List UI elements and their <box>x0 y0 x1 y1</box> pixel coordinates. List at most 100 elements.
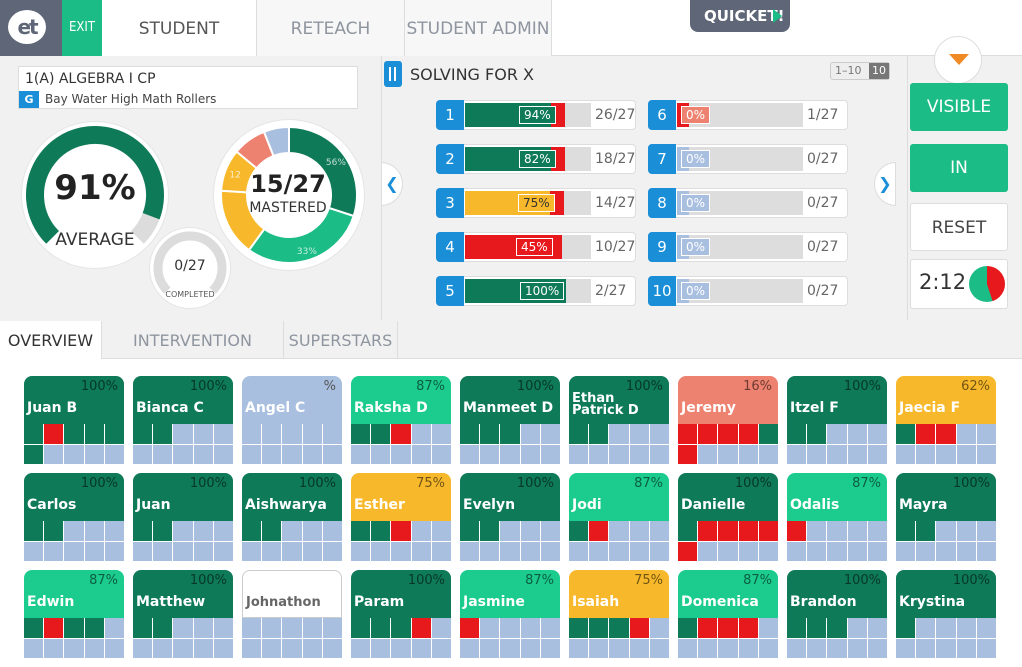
student-card[interactable]: 100% Juan B <box>24 376 124 464</box>
question-row[interactable]: 10 0% 0/27 <box>648 276 848 306</box>
student-card[interactable]: 16% Jeremy <box>678 376 778 464</box>
answer-cell <box>302 541 322 561</box>
student-card-header: 87% Raksha D <box>351 376 451 424</box>
answer-cell <box>242 521 262 541</box>
answer-cell <box>896 638 916 658</box>
question-row[interactable]: 5 100% 2/27 <box>436 276 636 306</box>
answer-cell <box>242 638 262 658</box>
student-percent: 100% <box>843 573 881 588</box>
quicket-button[interactable]: QUICKET! <box>690 0 790 32</box>
reset-button[interactable]: RESET <box>910 203 1008 251</box>
app-logo[interactable]: et <box>0 0 64 56</box>
question-row[interactable]: 3 75% 14/27 <box>436 188 636 218</box>
question-percent-tag: 0% <box>681 106 711 124</box>
student-percent: % <box>323 379 336 394</box>
visible-button[interactable]: VISIBLE <box>910 83 1008 131</box>
answer-cell <box>678 444 698 464</box>
answer-cell <box>262 541 282 561</box>
student-card[interactable]: 100% Aishwarya <box>242 473 342 561</box>
in-progress-button[interactable]: IN PROGRESS <box>910 144 1008 226</box>
group-name: Bay Water High Math Rollers <box>45 92 217 106</box>
answer-cell <box>262 638 282 658</box>
student-name: Raksha D <box>354 400 428 416</box>
student-card[interactable]: 100% Bianca C <box>133 376 233 464</box>
mastered-donut-chart: 56% 33% 12 <box>220 125 358 264</box>
answer-cell <box>569 541 589 561</box>
answer-cell <box>391 521 411 541</box>
question-row[interactable]: 2 82% 18/27 <box>436 144 636 174</box>
answer-cell <box>371 618 391 638</box>
answer-cell <box>698 618 718 638</box>
answer-cell <box>976 521 996 541</box>
student-percent: 100% <box>189 476 227 491</box>
answer-cell <box>391 638 411 658</box>
student-card[interactable]: 100% Ethan Patrick D <box>569 376 669 464</box>
exit-button[interactable]: EXIT <box>62 0 102 56</box>
tab-student-response[interactable]: STUDENT RESPONSE <box>102 0 256 97</box>
answer-cell <box>411 541 431 561</box>
student-card[interactable]: 87% Raksha D <box>351 376 451 464</box>
student-card[interactable]: 100% Mayra <box>896 473 996 561</box>
answer-cell <box>133 541 153 561</box>
next-page-button[interactable]: ❯ <box>874 162 896 206</box>
student-card[interactable]: 100% Danielle <box>678 473 778 561</box>
answer-cell <box>867 638 887 658</box>
answer-cell <box>153 618 173 638</box>
student-percent: 62% <box>961 379 990 394</box>
answer-cell <box>500 444 520 464</box>
student-card-header: 16% Jeremy <box>678 376 778 424</box>
question-row[interactable]: 7 0% 0/27 <box>648 144 848 174</box>
student-card[interactable]: 100% Manmeet D <box>460 376 560 464</box>
student-card[interactable]: Johnathon <box>242 570 342 658</box>
top-bar: et EXIT STUDENT RESPONSE RETEACH STUDENT… <box>0 0 1022 97</box>
answer-cell <box>976 424 996 444</box>
student-card[interactable]: % Angel C <box>242 376 342 464</box>
tab-intervention-hotlist[interactable]: INTERVENTION HOTLIST <box>102 321 284 390</box>
student-card[interactable]: 87% Jasmine <box>460 570 560 658</box>
student-card[interactable]: 100% Brandon <box>787 570 887 658</box>
student-card[interactable]: 87% Edwin <box>24 570 124 658</box>
student-card[interactable]: 75% Esther <box>351 473 451 561</box>
group-badge: G <box>19 91 39 108</box>
question-pager[interactable]: 1–10 10 <box>830 62 890 80</box>
answer-cell <box>569 618 589 638</box>
question-number: 10 <box>648 276 676 306</box>
student-card[interactable]: 100% Krystina <box>896 570 996 658</box>
student-answer-grid <box>351 521 451 561</box>
answer-cell <box>213 521 233 541</box>
student-card[interactable]: 100% Carlos <box>24 473 124 561</box>
question-row[interactable]: 6 0% 1/27 <box>648 100 848 130</box>
tab-student-admin[interactable]: STUDENT ADMIN <box>404 0 552 56</box>
question-row[interactable]: 1 94% 26/27 <box>436 100 636 130</box>
student-card[interactable]: 100% Matthew <box>133 570 233 658</box>
student-card[interactable]: 87% Jodi <box>569 473 669 561</box>
student-card-header: 100% Juan <box>133 473 233 521</box>
question-row[interactable]: 4 45% 10/27 <box>436 232 636 262</box>
student-card[interactable]: 100% Juan <box>133 473 233 561</box>
answer-cell <box>589 424 609 444</box>
student-card[interactable]: 100% Param <box>351 570 451 658</box>
answer-cell <box>153 424 173 444</box>
student-name: Edwin <box>27 594 75 610</box>
question-row[interactable]: 9 0% 0/27 <box>648 232 848 262</box>
question-row[interactable]: 8 0% 0/27 <box>648 188 848 218</box>
tab-overview[interactable]: OVERVIEW <box>0 321 102 360</box>
tab-reteach[interactable]: RETEACH <box>256 0 404 56</box>
student-card[interactable]: 87% Domenica <box>678 570 778 658</box>
student-card[interactable]: 75% Isaiah <box>569 570 669 658</box>
student-card[interactable]: 87% Odalis <box>787 473 887 561</box>
student-name: Esther <box>354 497 405 513</box>
answer-cell <box>520 618 540 638</box>
previous-page-button[interactable]: ❮ <box>381 162 403 206</box>
collapse-button[interactable] <box>934 36 982 84</box>
class-card[interactable]: 1(A) ALGEBRA I CP G Bay Water High Math … <box>18 66 358 109</box>
student-card[interactable]: 100% Evelyn <box>460 473 560 561</box>
answer-cell <box>193 638 213 658</box>
question-count: 18/27 <box>595 151 636 167</box>
question-number: 5 <box>436 276 464 306</box>
tab-superstars[interactable]: SUPERSTARS <box>284 321 398 359</box>
answer-cell <box>193 444 213 464</box>
answer-cell <box>411 444 431 464</box>
student-card[interactable]: 100% Itzel F <box>787 376 887 464</box>
student-card[interactable]: 62% Jaecia F <box>896 376 996 464</box>
